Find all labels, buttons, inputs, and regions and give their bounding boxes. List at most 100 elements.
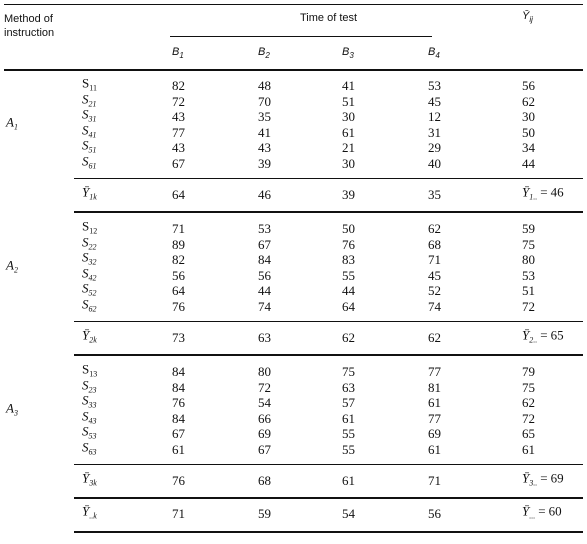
number: 77 (428, 364, 441, 379)
score: 61 (428, 442, 441, 458)
group-label: A3 (6, 401, 18, 422)
subscript: 31 (88, 114, 97, 124)
score: 75 (342, 364, 355, 380)
number: 72 (522, 299, 535, 314)
rule (74, 464, 583, 465)
score: 21 (342, 140, 355, 156)
subject-mean: 59 (522, 221, 535, 237)
subscript: 3k (89, 478, 97, 488)
rule (74, 178, 583, 179)
number: 56 (258, 267, 271, 283)
mean-row-label: Ȳ1k (82, 185, 97, 206)
number: 71 (172, 506, 185, 521)
number: 53 (258, 221, 271, 236)
score: 82 (172, 252, 185, 268)
score: 48 (258, 78, 271, 94)
score: 69 (258, 426, 271, 442)
number: 55 (342, 442, 355, 457)
number: 52 (428, 283, 441, 299)
number: 44 (258, 283, 271, 299)
subject-label: S53 (82, 424, 97, 445)
number: 62 (428, 221, 441, 236)
score: 50 (342, 221, 355, 237)
score: 84 (172, 411, 185, 427)
score: 66 (258, 411, 271, 427)
number: 84 (258, 252, 271, 268)
number: 50 (342, 221, 355, 236)
number: 77 (172, 124, 185, 140)
rule (4, 69, 583, 71)
mean-value: 62 (342, 330, 355, 346)
subject-label: S42 (82, 265, 97, 286)
score: 64 (172, 283, 185, 299)
number: 34 (522, 140, 535, 156)
number: 59 (522, 221, 535, 236)
score: 30 (342, 109, 355, 125)
number: 71 (172, 221, 185, 236)
number: 69 (258, 426, 271, 442)
subject-mean: 44 (522, 156, 535, 172)
mean-value: 71 (172, 506, 185, 522)
number: 76 (172, 299, 185, 314)
number: 72 (258, 379, 271, 395)
score: 62 (428, 221, 441, 237)
number: 67 (172, 156, 185, 171)
score: 44 (342, 283, 355, 299)
number: 73 (172, 330, 185, 345)
number: 43 (172, 140, 185, 156)
symbol: S (82, 122, 89, 138)
number: 82 (172, 252, 185, 268)
score: 76 (172, 299, 185, 315)
number: 46 (550, 184, 564, 200)
symbol: Ȳ (82, 470, 90, 486)
subject-mean: 75 (522, 380, 535, 396)
symbol: S (82, 361, 90, 377)
number: 61 (522, 442, 535, 457)
time-header: Time of test (300, 12, 358, 24)
column-header: B1 (172, 44, 184, 64)
subscript: 1k (89, 192, 97, 202)
subject-mean: 62 (522, 94, 535, 110)
number: 83 (342, 252, 355, 268)
score: 84 (258, 252, 271, 268)
number: 75 (522, 379, 535, 395)
symbol: S (82, 106, 89, 122)
number: 64 (172, 283, 185, 299)
number: 69 (428, 426, 441, 442)
number: 59 (258, 506, 271, 521)
number: 30 (342, 156, 355, 171)
mean-value: 62 (428, 330, 441, 346)
number: 62 (342, 330, 355, 345)
number: 56 (522, 78, 535, 93)
number: 67 (258, 236, 271, 252)
score: 74 (428, 299, 441, 315)
rule (4, 4, 583, 5)
score: 57 (342, 395, 355, 411)
total-mean: Ȳ3.. = 69 (522, 471, 564, 492)
symbol: S (82, 218, 90, 234)
subject-label: S52 (82, 281, 97, 302)
mean-value: 73 (172, 330, 185, 346)
subscript: 63 (88, 447, 97, 457)
number: 51 (342, 93, 355, 109)
number: 84 (172, 410, 185, 426)
score: 12 (428, 109, 441, 125)
number: 69 (550, 470, 564, 486)
number: 63 (342, 379, 355, 395)
subscript: 3 (349, 51, 354, 60)
symbol: Ȳ (522, 327, 530, 343)
score: 53 (258, 221, 271, 237)
number: 51 (522, 283, 535, 299)
total-mean: Ȳ... = 60 (522, 504, 562, 525)
symbol: S (82, 408, 89, 424)
subject-mean: 56 (522, 78, 535, 94)
score: 89 (172, 237, 185, 253)
mean-value: 63 (258, 330, 271, 346)
mean-value: 54 (342, 506, 355, 522)
number: 57 (342, 395, 355, 411)
number: 35 (258, 109, 271, 125)
score: 52 (428, 283, 441, 299)
symbol: A (6, 114, 14, 130)
number: 67 (258, 442, 271, 457)
symbol: A (6, 400, 14, 416)
